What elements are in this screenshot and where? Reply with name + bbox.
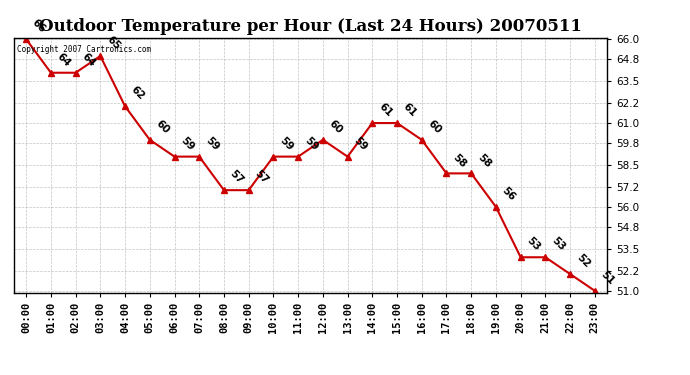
Text: 61: 61 bbox=[377, 102, 394, 119]
Text: 60: 60 bbox=[327, 118, 344, 136]
Text: 59: 59 bbox=[302, 135, 319, 153]
Text: 59: 59 bbox=[352, 135, 369, 153]
Text: 59: 59 bbox=[179, 135, 196, 153]
Text: 51: 51 bbox=[599, 269, 616, 286]
Text: 57: 57 bbox=[253, 169, 270, 186]
Text: 59: 59 bbox=[204, 135, 221, 153]
Text: 58: 58 bbox=[451, 152, 468, 169]
Text: 56: 56 bbox=[500, 186, 518, 203]
Text: 64: 64 bbox=[80, 51, 97, 69]
Text: 62: 62 bbox=[129, 85, 146, 102]
Text: 53: 53 bbox=[525, 236, 542, 253]
Text: 60: 60 bbox=[154, 118, 171, 136]
Text: 59: 59 bbox=[277, 135, 295, 153]
Text: 65: 65 bbox=[104, 34, 122, 52]
Text: 57: 57 bbox=[228, 169, 246, 186]
Text: 52: 52 bbox=[574, 252, 591, 270]
Text: 58: 58 bbox=[475, 152, 493, 169]
Text: Copyright 2007 Cartronics.com: Copyright 2007 Cartronics.com bbox=[17, 45, 151, 54]
Text: 64: 64 bbox=[55, 51, 72, 69]
Title: Outdoor Temperature per Hour (Last 24 Hours) 20070511: Outdoor Temperature per Hour (Last 24 Ho… bbox=[39, 18, 582, 34]
Text: 53: 53 bbox=[549, 236, 567, 253]
Text: 61: 61 bbox=[401, 102, 419, 119]
Text: 66: 66 bbox=[30, 18, 48, 35]
Text: 60: 60 bbox=[426, 118, 443, 136]
